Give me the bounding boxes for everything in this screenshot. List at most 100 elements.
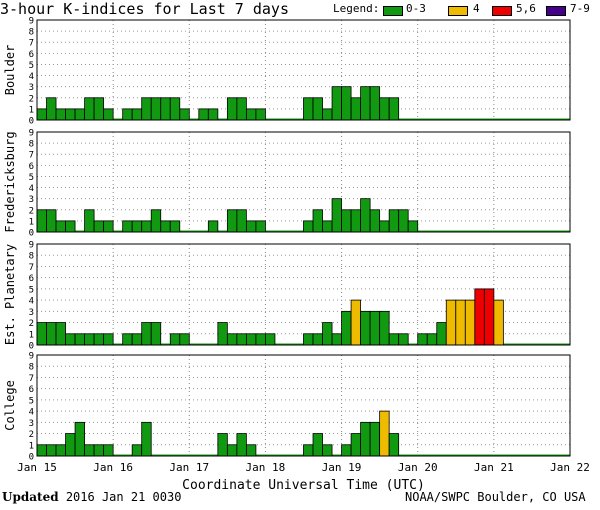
kindex-bar xyxy=(93,220,105,233)
kindex-bar xyxy=(226,444,238,457)
kindex-bar xyxy=(379,220,390,233)
kindex-bar xyxy=(464,299,476,346)
kindex-bar xyxy=(103,108,114,121)
kindex-bar xyxy=(350,209,362,233)
kindex-bar xyxy=(150,97,162,121)
kindex-bar xyxy=(255,333,266,346)
legend-label: Legend: xyxy=(333,2,380,15)
legend-swatch-4 xyxy=(448,6,468,16)
y-tick-label: 3 xyxy=(29,83,34,93)
kindex-bar xyxy=(360,421,371,457)
x-tick-label: Jan 17 xyxy=(169,461,209,474)
kindex-bar xyxy=(131,220,143,233)
y-tick-label: 1 xyxy=(29,441,34,451)
kindex-bar xyxy=(36,444,47,457)
kindex-bar xyxy=(369,421,381,457)
kindex-bar xyxy=(103,333,114,346)
kindex-bar xyxy=(350,433,362,457)
kindex-bar xyxy=(474,288,485,346)
kindex-bar xyxy=(369,209,381,233)
y-tick-label: 9 xyxy=(29,352,34,362)
kindex-bar xyxy=(341,444,352,457)
kindex-bar xyxy=(150,322,162,346)
kindex-bar xyxy=(217,433,228,457)
y-tick-label: 3 xyxy=(29,195,34,205)
kindex-bar xyxy=(217,322,228,346)
kindex-bar xyxy=(388,433,400,457)
kindex-bar xyxy=(46,444,57,457)
kindex-bar xyxy=(141,421,152,457)
y-tick-label: 0 xyxy=(29,342,34,352)
updated-value: 2016 Jan 21 0030 xyxy=(65,490,182,504)
kindex-bar xyxy=(74,421,85,457)
kindex-bar xyxy=(236,209,247,233)
y-tick-label: 5 xyxy=(29,285,34,295)
y-tick-label: 0 xyxy=(29,453,34,463)
y-tick-label: 2 xyxy=(29,319,34,329)
kindex-bar xyxy=(236,433,247,457)
kindex-bar xyxy=(84,97,95,121)
kindex-bar xyxy=(65,333,76,346)
kindex-bar xyxy=(55,108,66,121)
kindex-bar xyxy=(303,97,314,121)
y-tick-label: 4 xyxy=(29,297,34,307)
y-tick-label: 6 xyxy=(29,274,34,284)
y-tick-label: 0 xyxy=(29,229,34,239)
y-tick-label: 4 xyxy=(29,408,34,418)
y-tick-label: 1 xyxy=(29,330,34,340)
y-tick-label: 1 xyxy=(29,105,34,115)
y-tick-label: 0 xyxy=(29,117,34,127)
kindex-bar xyxy=(322,322,333,346)
kindex-bar xyxy=(493,299,504,346)
y-tick-label: 3 xyxy=(29,419,34,429)
kindex-bar xyxy=(103,220,114,233)
kindex-bar xyxy=(303,444,314,457)
kindex-bar xyxy=(360,86,371,121)
kindex-bar xyxy=(55,220,66,233)
kindex-bar xyxy=(388,209,400,233)
y-tick-label: 7 xyxy=(29,39,34,49)
y-tick-label: 8 xyxy=(29,140,34,150)
panel-label: Fredericksburg xyxy=(3,131,17,232)
kindex-bar xyxy=(84,444,95,457)
kindex-bar xyxy=(331,86,342,121)
legend-text-5-6: 5,6 xyxy=(516,2,536,15)
updated-stamp: Updated 2016 Jan 21 0030 xyxy=(2,490,181,504)
kindex-bar xyxy=(131,333,143,346)
kindex-bar xyxy=(169,220,181,233)
panel-frame xyxy=(36,19,571,121)
kindex-bar xyxy=(84,209,95,233)
kindex-bar xyxy=(331,333,342,346)
kindex-bar xyxy=(398,209,409,233)
y-tick-label: 9 xyxy=(29,17,34,27)
kindex-bar xyxy=(341,310,352,346)
x-tick-label: Jan 21 xyxy=(474,461,514,474)
kindex-bar xyxy=(160,220,171,233)
kindex-bar xyxy=(169,333,181,346)
kindex-bar xyxy=(122,108,133,121)
legend-swatch-7-9 xyxy=(546,6,566,16)
x-axis-label: Coordinate Universal Time (UTC) xyxy=(182,478,425,493)
kindex-bar xyxy=(226,97,238,121)
kindex-bar xyxy=(255,220,266,233)
y-tick-label: 7 xyxy=(29,151,34,161)
x-tick-label: Jan 19 xyxy=(322,461,362,474)
kindex-bar xyxy=(74,333,85,346)
y-tick-label: 9 xyxy=(29,129,34,139)
x-tick-label: Jan 20 xyxy=(398,461,438,474)
kindex-bar xyxy=(131,444,143,457)
kindex-bar xyxy=(93,333,105,346)
kindex-bar xyxy=(46,209,57,233)
y-tick-label: 1 xyxy=(29,217,34,227)
kindex-bar xyxy=(141,220,152,233)
kindex-bar xyxy=(55,322,66,346)
panel-frame xyxy=(36,243,571,346)
kindex-bar xyxy=(255,108,266,121)
y-tick-label: 5 xyxy=(29,61,34,71)
kindex-bar xyxy=(245,333,257,346)
kindex-bar xyxy=(226,333,238,346)
kindex-bar xyxy=(74,108,85,121)
